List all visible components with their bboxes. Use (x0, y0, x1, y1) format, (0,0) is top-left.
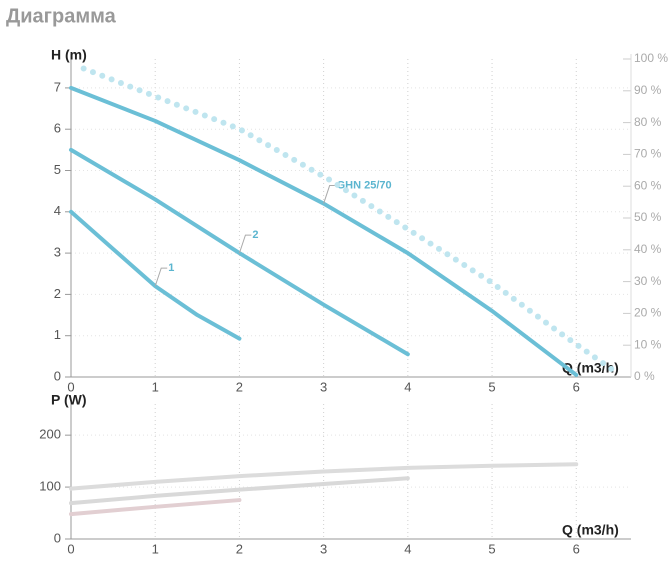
series-label: GHN 25/70 (337, 179, 392, 191)
x-axis-label: Q (m3/h) (562, 522, 619, 538)
x-tick-label: 0 (67, 541, 74, 556)
y2-tick-label: 50 % (634, 210, 662, 224)
x-tick-label: 2 (236, 541, 243, 556)
x-tick-label: 4 (404, 541, 411, 556)
y-tick-label: 200 (39, 427, 61, 442)
series-label: 2 (252, 229, 258, 241)
x-tick-label: 6 (573, 379, 580, 394)
y-tick-label: 4 (54, 203, 61, 218)
series-label: 1 (168, 262, 174, 274)
y2-tick-label: 90 % (634, 83, 662, 97)
y2-tick-label: 20 % (634, 306, 662, 320)
x-tick-label: 5 (488, 541, 495, 556)
y-tick-label: 5 (54, 162, 61, 177)
y2-tick-label: 70 % (634, 147, 662, 161)
page-title: Диаграмма (6, 5, 117, 27)
y-tick-label: 6 (54, 121, 61, 136)
y-axis-label: H (m) (51, 47, 87, 63)
x-tick-label: 3 (320, 541, 327, 556)
series-line (69, 147, 410, 357)
y-tick-label: 0 (54, 368, 61, 383)
series-line (80, 65, 622, 377)
x-tick-label: 0 (67, 379, 74, 394)
x-tick-label: 5 (488, 379, 495, 394)
x-tick-label: 1 (152, 541, 159, 556)
y2-tick-label: 0 % (634, 369, 655, 383)
label-leader (238, 234, 252, 254)
y-tick-label: 0 (54, 530, 61, 545)
y2-tick-label: 80 % (634, 115, 662, 129)
series-line (69, 476, 410, 506)
x-tick-label: 4 (404, 379, 411, 394)
y-tick-label: 7 (54, 79, 61, 94)
x-tick-label: 6 (573, 541, 580, 556)
label-leader (154, 267, 168, 287)
series-line (69, 498, 242, 517)
y2-tick-label: 100 % (634, 51, 668, 65)
y2-tick-label: 40 % (634, 242, 662, 256)
label-leader (323, 185, 336, 204)
y2-tick-label: 60 % (634, 178, 662, 192)
x-tick-label: 1 (152, 379, 159, 394)
y-tick-label: 100 (39, 479, 61, 494)
x-tick-label: 3 (320, 379, 327, 394)
x-tick-label: 2 (236, 379, 243, 394)
y-tick-label: 2 (54, 286, 61, 301)
y-axis-label: P (W) (51, 392, 87, 408)
series-line (69, 462, 579, 491)
y2-tick-label: 10 % (634, 337, 662, 351)
y-tick-label: 3 (54, 245, 61, 260)
y2-tick-label: 30 % (634, 274, 662, 288)
y-tick-label: 1 (54, 327, 61, 342)
